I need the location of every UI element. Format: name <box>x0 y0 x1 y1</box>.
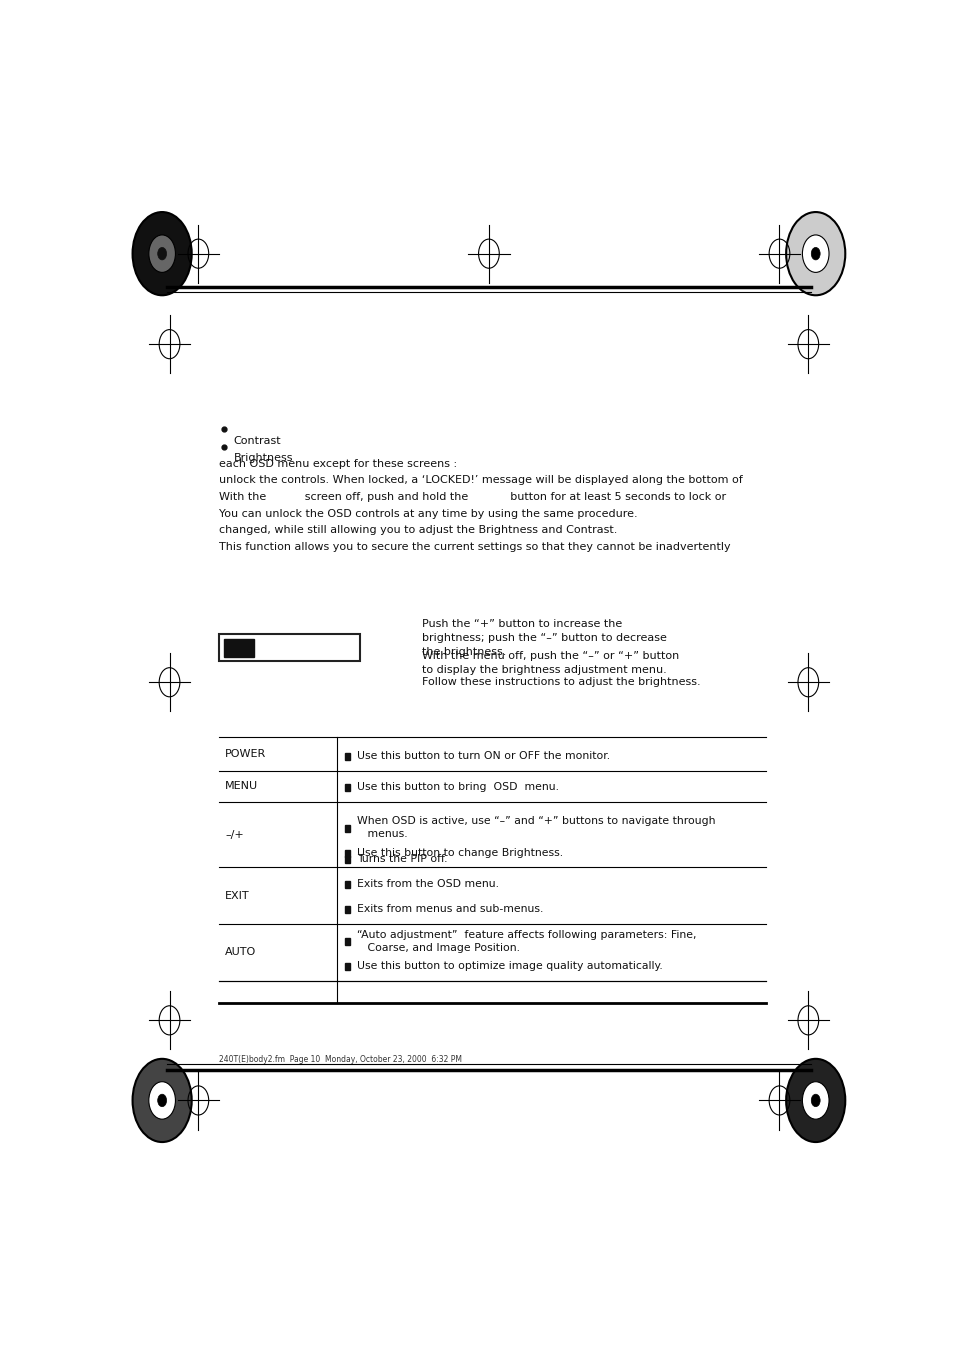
Bar <box>345 963 350 970</box>
Bar <box>345 907 350 913</box>
Bar <box>345 784 350 792</box>
Text: You can unlock the OSD controls at any time by using the same procedure.: You can unlock the OSD controls at any t… <box>219 508 637 519</box>
Text: Exits from the OSD menu.: Exits from the OSD menu. <box>356 880 498 889</box>
Text: Use this button to bring  OSD  menu.: Use this button to bring OSD menu. <box>356 782 558 792</box>
Bar <box>345 824 350 832</box>
Text: Use this button to turn ON or OFF the monitor.: Use this button to turn ON or OFF the mo… <box>356 751 609 761</box>
Bar <box>345 850 350 857</box>
Text: Use this button to change Brightness.: Use this button to change Brightness. <box>356 848 562 858</box>
Circle shape <box>785 1059 844 1142</box>
Circle shape <box>132 1059 192 1142</box>
Bar <box>345 753 350 761</box>
Text: Turns the PIP off.: Turns the PIP off. <box>356 854 447 865</box>
Text: When OSD is active, use “–” and “+” buttons to navigate through
   menus.: When OSD is active, use “–” and “+” butt… <box>356 816 715 839</box>
Bar <box>345 857 350 863</box>
Text: –/+: –/+ <box>225 830 243 840</box>
Text: Use this button to optimize image quality automatically.: Use this button to optimize image qualit… <box>356 962 661 971</box>
Circle shape <box>149 1082 175 1119</box>
Text: This function allows you to secure the current settings so that they cannot be i: This function allows you to secure the c… <box>219 542 730 551</box>
Text: Push the “+” button to increase the
brightness; push the “–” button to decrease
: Push the “+” button to increase the brig… <box>422 619 666 657</box>
Text: changed, while still allowing you to adjust the Brightness and Contrast.: changed, while still allowing you to adj… <box>219 526 617 535</box>
Circle shape <box>157 247 167 259</box>
Text: each OSD menu except for these screens :: each OSD menu except for these screens : <box>219 458 456 469</box>
Text: With the menu off, push the “–” or “+” button
to display the brightness adjustme: With the menu off, push the “–” or “+” b… <box>422 651 679 676</box>
Circle shape <box>801 1082 828 1119</box>
Bar <box>345 881 350 888</box>
Text: MENU: MENU <box>225 781 258 792</box>
Text: AUTO: AUTO <box>225 947 256 958</box>
Text: Contrast: Contrast <box>233 436 281 446</box>
Bar <box>219 635 359 662</box>
Bar <box>224 639 253 658</box>
Text: Exits from menus and sub-menus.: Exits from menus and sub-menus. <box>356 904 542 915</box>
Text: unlock the controls. When locked, a ‘LOCKED!’ message will be displayed along th: unlock the controls. When locked, a ‘LOC… <box>219 476 742 485</box>
Text: 240T(E)body2.fm  Page 10  Monday, October 23, 2000  6:32 PM: 240T(E)body2.fm Page 10 Monday, October … <box>219 1055 461 1063</box>
Text: With the           screen off, push and hold the            button for at least : With the screen off, push and hold the b… <box>219 492 725 501</box>
Circle shape <box>132 212 192 296</box>
Circle shape <box>785 212 844 296</box>
Text: Follow these instructions to adjust the brightness.: Follow these instructions to adjust the … <box>422 677 700 688</box>
Text: EXIT: EXIT <box>225 890 250 901</box>
Text: Brightness: Brightness <box>233 454 293 463</box>
Text: POWER: POWER <box>225 748 266 759</box>
Text: “Auto adjustment”  feature affects following parameters: Fine,
   Coarse, and Im: “Auto adjustment” feature affects follow… <box>356 929 696 952</box>
Circle shape <box>801 235 828 273</box>
Circle shape <box>810 1094 820 1106</box>
Circle shape <box>149 235 175 273</box>
Circle shape <box>157 1094 167 1106</box>
Circle shape <box>810 247 820 259</box>
Bar <box>345 938 350 946</box>
